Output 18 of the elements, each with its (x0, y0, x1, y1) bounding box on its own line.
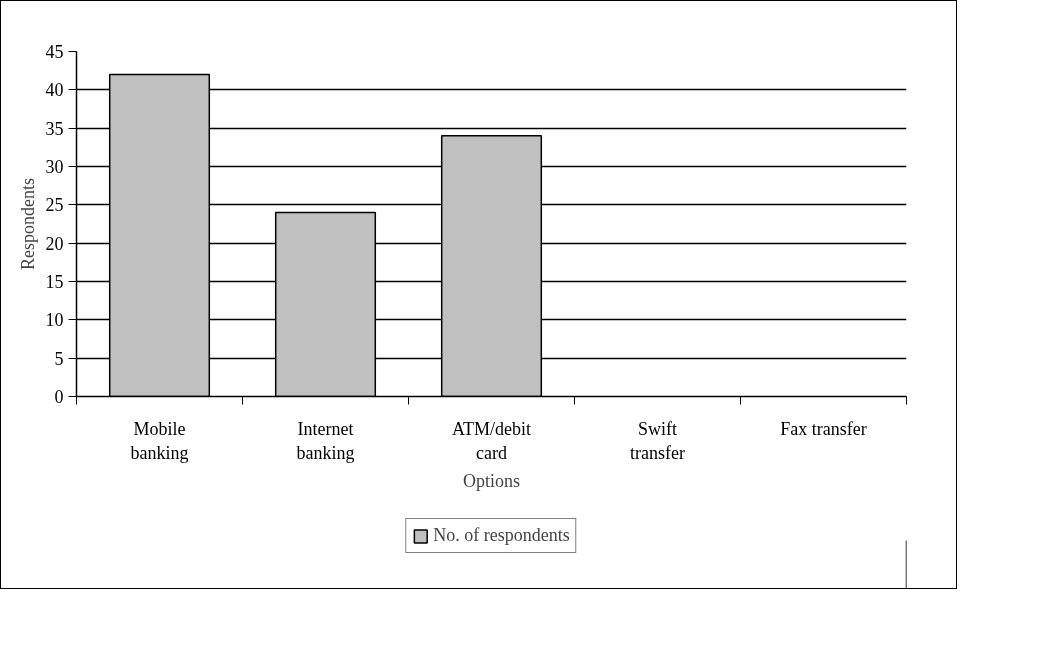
y-tick-label: 35 (45, 118, 64, 139)
x-tick-label: Mobile banking (130, 418, 189, 463)
legend-label: No. of respondents (433, 525, 570, 546)
y-tick-label: 15 (45, 272, 64, 292)
y-tick-label: 45 (45, 42, 64, 62)
y-tick-label: 5 (54, 348, 64, 369)
x-tick-label: ATM/debit card (452, 418, 531, 463)
x-tick-label: Swift transfer (630, 418, 685, 463)
y-tick-label: 30 (45, 157, 64, 177)
x-tick-label: Internet banking (296, 418, 355, 463)
y-tick-label: 40 (45, 80, 64, 101)
y-axis-title: Respondents (17, 178, 38, 270)
y-tick-label: 10 (45, 310, 64, 331)
x-axis-title: Options (463, 470, 521, 491)
y-tick-label: 25 (45, 195, 64, 216)
y-tick-label: 20 (45, 233, 64, 254)
y-tick-label: 0 (54, 387, 64, 407)
x-tick-label: Fax transfer (780, 418, 867, 439)
